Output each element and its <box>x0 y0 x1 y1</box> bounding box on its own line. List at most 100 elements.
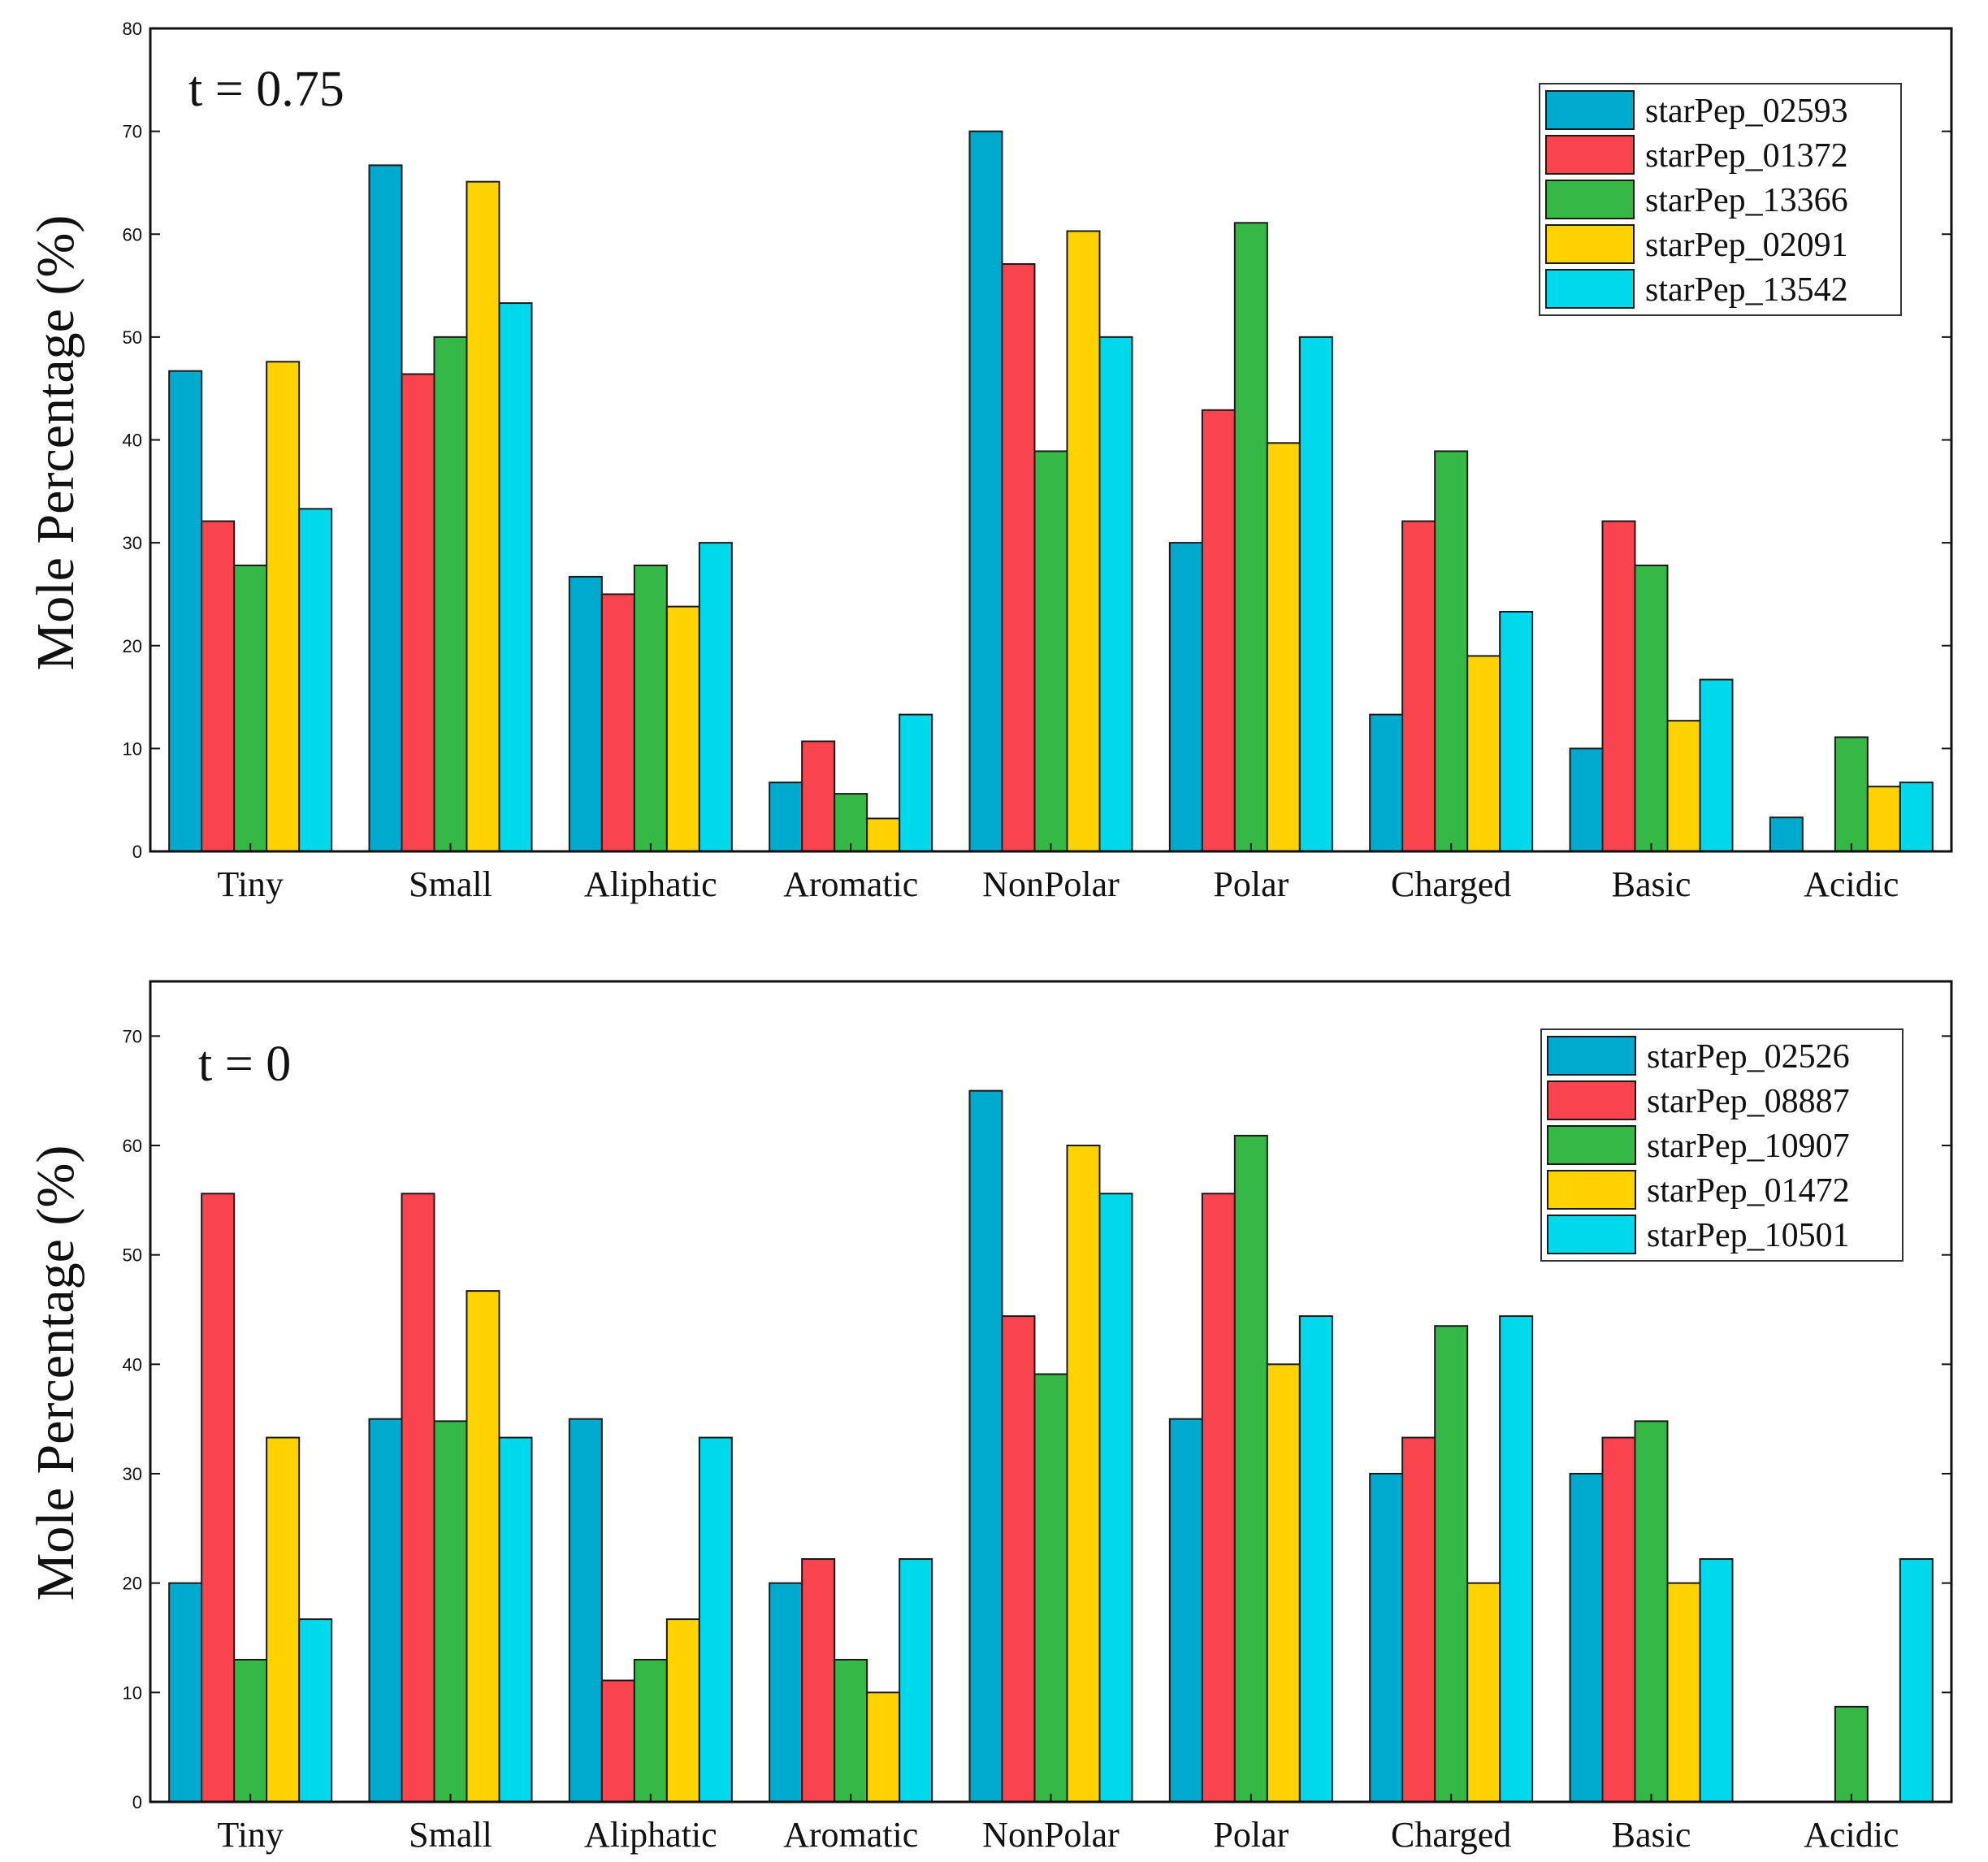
bar-starPep_02593-basic <box>1569 747 1604 852</box>
bar-starPep_13366-polar <box>1233 222 1268 853</box>
bar-starPep_13542-aliphatic <box>698 542 733 852</box>
bar-starPep_08887-aliphatic <box>600 1679 635 1804</box>
y-tick-label: 10 <box>123 1682 142 1703</box>
legend-label: starPep_08887 <box>1647 1083 1850 1120</box>
bar-starPep_10907-polar <box>1233 1134 1268 1803</box>
bar-starPep_13542-aromatic <box>899 713 933 852</box>
legend-swatch <box>1545 90 1635 130</box>
bar-starPep_02091-polar <box>1266 442 1301 853</box>
bar-starPep_08887-polar <box>1201 1193 1236 1803</box>
bar-starPep_13542-tiny <box>298 508 333 852</box>
bar-starPep_10501-acidic <box>1899 1558 1934 1804</box>
bar-starPep_02526-tiny <box>168 1582 203 1803</box>
bar-starPep_08887-basic <box>1601 1436 1636 1804</box>
bar-starPep_10501-aromatic <box>899 1558 933 1804</box>
bar-starPep_02593-aliphatic <box>568 575 603 852</box>
bar-starPep_01372-charged <box>1401 520 1436 852</box>
y-tick-label: 20 <box>123 1574 142 1594</box>
x-tick-label-tiny: Tiny <box>217 1815 284 1855</box>
bar-starPep_02526-charged <box>1369 1473 1404 1803</box>
x-tick-label-polar: Polar <box>1213 864 1289 904</box>
bar-starPep_13542-charged <box>1499 610 1534 852</box>
x-tick-label-polar: Polar <box>1213 1815 1289 1855</box>
bar-starPep_13366-basic <box>1634 564 1669 852</box>
bar-starPep_13366-aromatic <box>834 793 868 853</box>
bar-starPep_08887-small <box>401 1193 435 1803</box>
bar-starPep_10501-small <box>498 1436 533 1804</box>
bar-starPep_10907-aliphatic <box>633 1658 668 1804</box>
x-tick-label-small: Small <box>409 864 492 904</box>
bar-starPep_01372-basic <box>1601 520 1636 852</box>
legend-label: starPep_10907 <box>1647 1128 1850 1165</box>
y-axis-label: Mole Percentage (%) <box>26 1145 85 1601</box>
y-tick-label: 50 <box>123 327 142 348</box>
x-tick-label-aliphatic: Aliphatic <box>584 1815 717 1855</box>
legend-swatch <box>1547 1036 1636 1076</box>
bar-starPep_13366-tiny <box>233 564 268 852</box>
bar-starPep_02091-aromatic <box>866 817 901 852</box>
legend-swatch <box>1545 180 1635 219</box>
bar-starPep_10907-acidic <box>1834 1705 1869 1804</box>
bar-starPep_01472-small <box>466 1290 500 1803</box>
x-tick-label-aliphatic: Aliphatic <box>584 864 717 904</box>
bar-starPep_01472-basic <box>1666 1582 1701 1803</box>
x-tick-label-charged: Charged <box>1391 1815 1511 1855</box>
y-tick-label: 0 <box>132 842 142 862</box>
x-tick-label-tiny: Tiny <box>217 864 284 904</box>
legend-label: starPep_02526 <box>1647 1038 1850 1076</box>
bar-starPep_01372-aliphatic <box>600 593 635 852</box>
legend-swatch <box>1545 135 1635 175</box>
bar-starPep_02091-charged <box>1466 655 1501 852</box>
bar-starPep_08887-nonpolar <box>1001 1315 1036 1803</box>
bar-starPep_01372-nonpolar <box>1001 262 1036 852</box>
y-tick-label: 60 <box>123 1136 142 1156</box>
bar-starPep_10501-charged <box>1499 1315 1534 1803</box>
bar-starPep_02593-acidic <box>1769 816 1804 852</box>
bar-starPep_01372-aromatic <box>801 740 836 852</box>
legend-swatch <box>1547 1170 1636 1210</box>
legend-swatch <box>1547 1125 1636 1165</box>
bar-starPep_10907-tiny <box>233 1658 268 1804</box>
bar-starPep_08887-tiny <box>201 1193 236 1803</box>
bar-starPep_13366-charged <box>1434 450 1469 853</box>
bar-starPep_01472-tiny <box>266 1436 301 1804</box>
y-axis-label: Mole Percentage (%) <box>26 215 85 671</box>
legend-label: starPep_02593 <box>1645 93 1848 130</box>
bar-starPep_02593-polar <box>1168 542 1203 852</box>
chart-panel-t075: 0 10 20 30 40 50 60 70 80 Tiny Small Aliphatic Aroma… <box>26 19 1953 904</box>
bar-starPep_01372-polar <box>1201 409 1236 852</box>
legend-label: starPep_13542 <box>1645 271 1848 309</box>
bar-starPep_10501-aliphatic <box>698 1436 733 1804</box>
bar-starPep_02593-nonpolar <box>968 130 1003 852</box>
bar-starPep_02526-aliphatic <box>568 1418 603 1803</box>
x-tick-label-charged: Charged <box>1391 864 1511 904</box>
bar-starPep_01472-aromatic <box>866 1691 901 1803</box>
bar-starPep_13366-nonpolar <box>1033 450 1068 853</box>
y-tick-label: 0 <box>132 1792 142 1812</box>
legend-swatch <box>1547 1080 1636 1120</box>
bar-starPep_02593-small <box>368 164 403 852</box>
bar-starPep_02091-aliphatic <box>665 605 700 852</box>
bar-starPep_13542-nonpolar <box>1098 336 1133 852</box>
bar-starPep_10907-charged <box>1434 1325 1469 1803</box>
legend-swatch <box>1545 269 1635 309</box>
bar-starPep_02526-polar <box>1168 1418 1203 1803</box>
bar-starPep_10907-basic <box>1634 1420 1669 1803</box>
bar-starPep_01472-aliphatic <box>665 1618 700 1804</box>
x-tick-label-nonpolar: NonPolar <box>982 864 1120 904</box>
bar-starPep_02091-small <box>466 180 500 852</box>
chart-panel-t0: 0 10 20 30 40 50 60 70 Tiny Small Aliphatic Aromati… <box>26 980 1953 1855</box>
bar-starPep_02091-tiny <box>266 361 301 852</box>
bar-starPep_10907-nonpolar <box>1033 1373 1068 1804</box>
y-tick-label: 60 <box>123 224 142 245</box>
x-tick-label-aromatic: Aromatic <box>783 864 918 904</box>
y-tick-label: 40 <box>123 431 142 451</box>
legend-label: starPep_02091 <box>1645 227 1848 264</box>
y-tick-label: 30 <box>123 533 142 553</box>
x-tick-label-aromatic: Aromatic <box>783 1815 918 1855</box>
y-tick-label: 70 <box>123 1026 142 1046</box>
bar-starPep_01472-nonpolar <box>1066 1145 1101 1803</box>
time-annotation: t = 0.75 <box>188 62 344 117</box>
legend: starPep_02593 starPep_01372 starPep_13366s… <box>1539 83 1902 316</box>
